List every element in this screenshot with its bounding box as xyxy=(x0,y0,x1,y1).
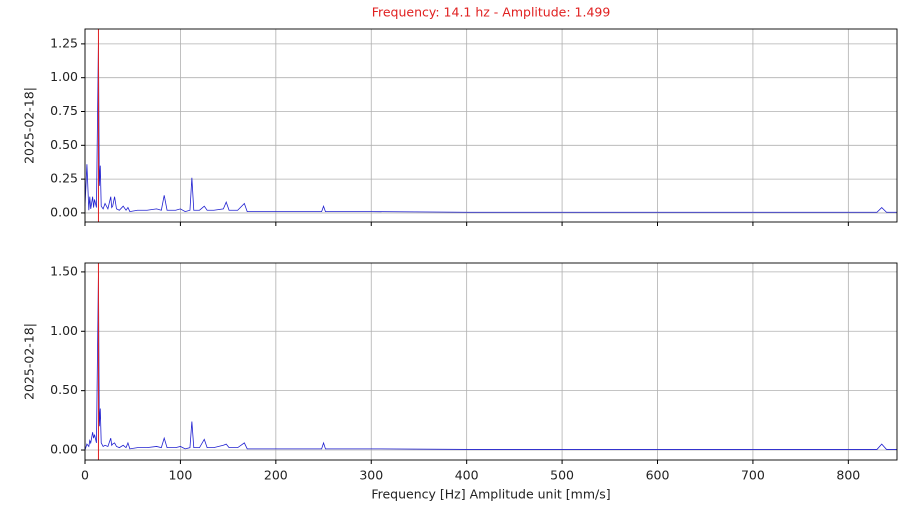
y-tick-label: 0.00 xyxy=(50,442,78,457)
spectrum-line xyxy=(84,272,897,451)
spectrum-line xyxy=(84,39,897,213)
y-axis-label: 2025-02-18| xyxy=(22,87,37,164)
x-tick-label: 200 xyxy=(264,468,288,483)
y-tick-label: 1.50 xyxy=(50,263,78,278)
y-axis-label: 2025-02-18| xyxy=(22,323,37,400)
y-tick-label: 0.25 xyxy=(50,171,78,186)
x-tick-label: 600 xyxy=(646,468,670,483)
x-tick-label: 800 xyxy=(836,468,860,483)
plot-frame xyxy=(84,262,898,461)
y-tick-label: 0.00 xyxy=(50,204,78,219)
y-tick-label: 1.00 xyxy=(50,323,78,338)
x-axis-label: Frequency [Hz] Amplitude unit [mm/s] xyxy=(371,487,610,502)
chart-title: Frequency: 14.1 hz - Amplitude: 1.499 xyxy=(372,5,611,20)
x-tick-label: 700 xyxy=(741,468,765,483)
y-tick-label: 0.50 xyxy=(50,382,78,397)
plot-frame xyxy=(84,28,898,223)
x-tick-label: 400 xyxy=(455,468,479,483)
x-tick-label: 300 xyxy=(359,468,383,483)
x-tick-label: 500 xyxy=(550,468,574,483)
y-tick-label: 1.00 xyxy=(50,69,78,84)
y-tick-label: 0.75 xyxy=(50,103,78,118)
x-tick-label: 0 xyxy=(81,468,89,483)
x-tick-label: 100 xyxy=(168,468,192,483)
y-tick-label: 1.25 xyxy=(50,35,78,50)
y-tick-label: 0.50 xyxy=(50,137,78,152)
